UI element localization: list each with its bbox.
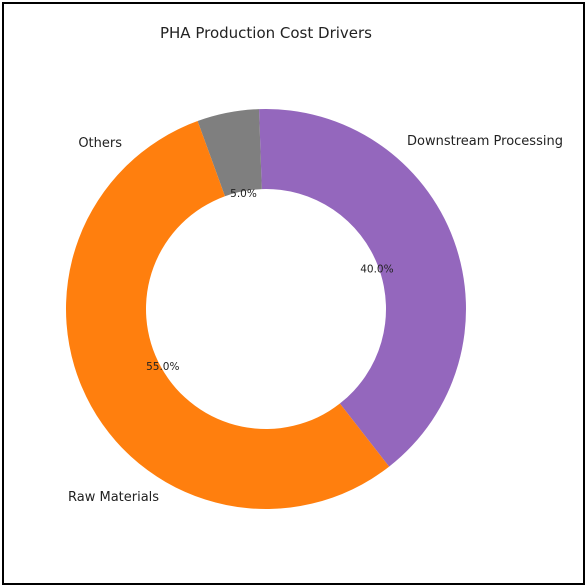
category-label-others: Others bbox=[78, 136, 122, 151]
category-label-raw-materials: Raw Materials bbox=[68, 490, 159, 505]
pct-label-downstream-processing: 40.0% bbox=[360, 264, 393, 276]
chart-title: PHA Production Cost Drivers bbox=[160, 24, 372, 42]
slice-downstream-processing bbox=[259, 109, 466, 467]
donut-slices bbox=[65, 109, 466, 510]
slice-raw-materials bbox=[65, 121, 390, 510]
pct-label-raw-materials: 55.0% bbox=[146, 361, 179, 373]
pct-label-others: 5.0% bbox=[230, 188, 257, 200]
slice-others bbox=[197, 109, 262, 197]
category-label-downstream-processing: Downstream Processing bbox=[407, 134, 563, 149]
donut-labels: 40.0% Downstream Processing 5.0% Others 55.0… bbox=[68, 134, 563, 505]
